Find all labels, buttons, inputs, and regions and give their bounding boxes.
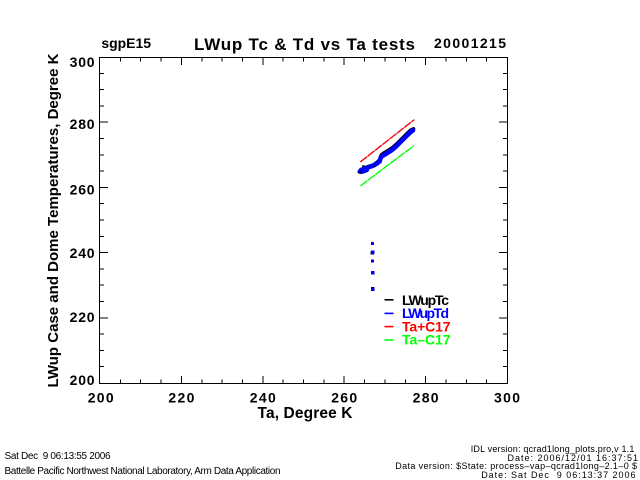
svg-text:300: 300 — [494, 390, 520, 406]
svg-text:sgpE15: sgpE15 — [101, 35, 151, 51]
svg-text:300: 300 — [70, 54, 95, 70]
svg-text:200: 200 — [88, 390, 114, 406]
svg-text:LWup Case and Dome Temperature: LWup Case and Dome Temperatures, Degree … — [45, 53, 62, 387]
svg-text:240: 240 — [250, 390, 276, 406]
svg-text:220: 220 — [168, 390, 194, 406]
svg-text:280: 280 — [413, 390, 439, 406]
svg-text:Ta–C17: Ta–C17 — [402, 332, 451, 348]
svg-text:Date: Sat Dec 9 06:13:37 2006: Date: Sat Dec 9 06:13:37 2006 — [481, 470, 635, 480]
svg-text:220: 220 — [70, 309, 95, 325]
svg-text:Ta+C17: Ta+C17 — [402, 318, 451, 334]
svg-text:240: 240 — [70, 245, 95, 261]
svg-text:Battelle Pacific Northwest Nat: Battelle Pacific Northwest National Labo… — [5, 466, 281, 477]
svg-text:Sat Dec 9 06:13:55 2006: Sat Dec 9 06:13:55 2006 — [5, 451, 111, 462]
svg-text:280: 280 — [70, 116, 95, 132]
svg-text:20001215: 20001215 — [434, 35, 506, 51]
svg-text:Date: 2006/12/01 16:37:51: Date: 2006/12/01 16:37:51 — [508, 453, 639, 463]
svg-text:LWupTc: LWupTc — [402, 292, 449, 308]
svg-text:LWupTd: LWupTd — [402, 305, 449, 321]
svg-text:IDL version: qcrad1long_plots.: IDL version: qcrad1long_plots.pro,v 1.1 — [471, 444, 635, 454]
svg-text:Ta, Degree K: Ta, Degree K — [258, 405, 354, 422]
svg-text:LWup Tc & Td vs Ta tests: LWup Tc & Td vs Ta tests — [194, 35, 415, 54]
svg-text:260: 260 — [70, 181, 95, 197]
svg-text:260: 260 — [331, 390, 357, 406]
svg-text:Data version: $State: process–: Data version: $State: process–vap–qcrad1… — [395, 461, 637, 471]
svg-text:200: 200 — [70, 372, 95, 388]
